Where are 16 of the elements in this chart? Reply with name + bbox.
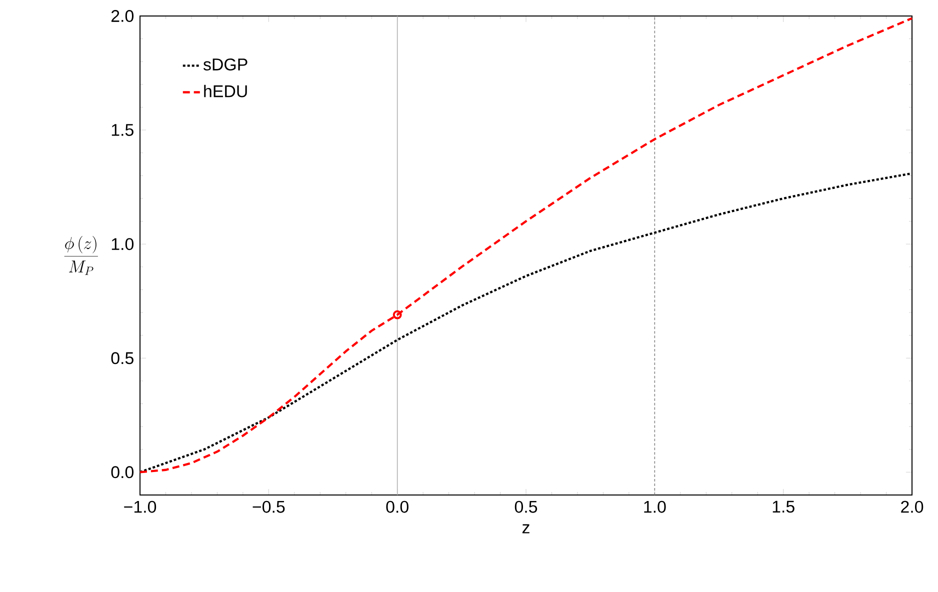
y-tick-label: 0.5 <box>111 352 134 364</box>
legend-label: sDGP <box>203 58 248 70</box>
x-tick-label: 0.0 <box>386 500 408 513</box>
x-tick-label: 1.5 <box>772 500 794 513</box>
x-tick-label: −1.0 <box>124 500 156 513</box>
legend-label: hEDU <box>204 84 247 98</box>
y-tick-label: 2.0 <box>111 10 134 22</box>
x-axis-title: z <box>522 524 530 534</box>
y-tick-label: 1.5 <box>112 124 134 136</box>
y-tick-label: 0.0 <box>111 466 134 478</box>
x-tick-label: 2.0 <box>901 500 924 513</box>
x-tick-label: 0.5 <box>514 500 538 513</box>
x-tick-label: 1.0 <box>644 500 666 513</box>
x-tick-label: −0.5 <box>252 500 285 513</box>
y-tick-label: 1.0 <box>112 238 134 250</box>
y-axis-title: $\frac{\phi\,(z)}{M_P}$ <box>64 236 98 275</box>
